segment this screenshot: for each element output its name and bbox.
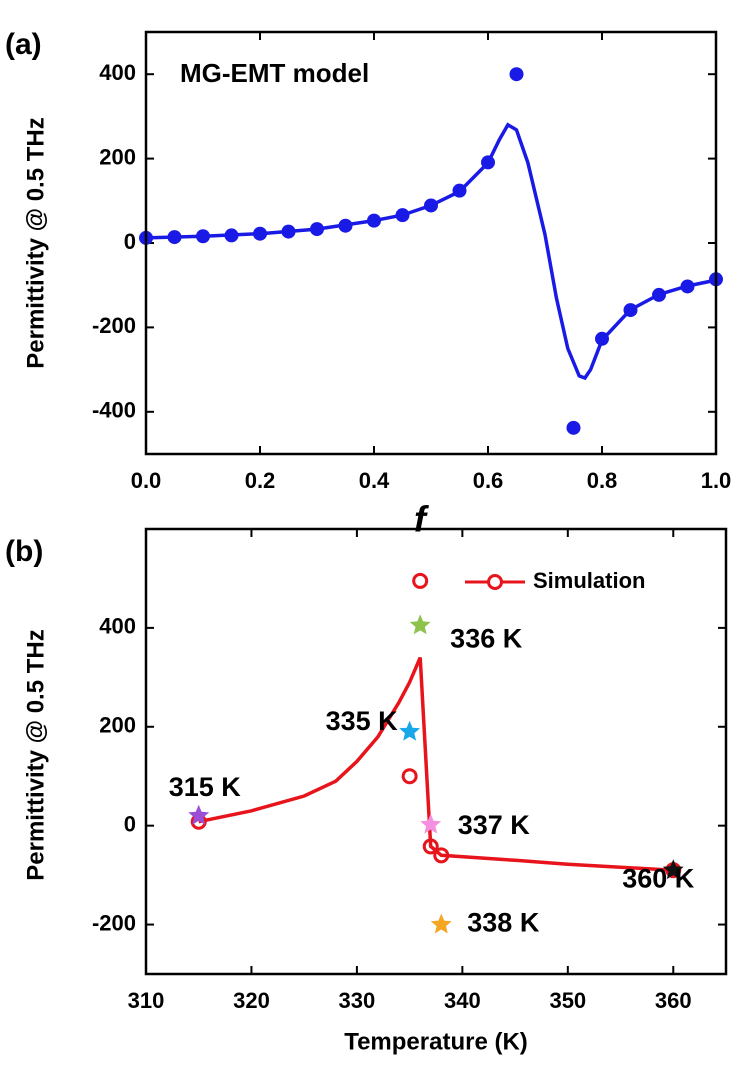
x-tick-label: 310 [128, 988, 165, 1013]
x-tick-label: 330 [339, 988, 376, 1013]
y-tick-label: 0 [124, 229, 136, 254]
star-label: 315 K [169, 772, 242, 802]
x-tick-label: 0.8 [587, 468, 618, 493]
annotation: MG-EMT model [180, 58, 369, 88]
star-point [430, 913, 452, 934]
x-tick-label: 0.4 [359, 468, 390, 493]
y-tick-label: -400 [92, 398, 136, 423]
panel-label: (b) [5, 535, 43, 568]
star-point [662, 859, 684, 880]
panel-label: (a) [5, 28, 42, 61]
curve [145, 122, 717, 381]
x-axis-label: f [414, 499, 429, 540]
x-tick-label: 0.0 [131, 468, 162, 493]
y-tick-label: -200 [92, 910, 136, 935]
y-tick-label: 200 [99, 713, 136, 738]
data-point [412, 572, 429, 589]
y-tick-label: 0 [124, 811, 136, 836]
data-point [401, 768, 418, 785]
x-tick-label: 350 [549, 988, 586, 1013]
star-point [188, 804, 210, 825]
y-tick-label: 400 [99, 614, 136, 639]
legend-label: Simulation [533, 568, 645, 593]
plot-frame [144, 527, 728, 976]
y-tick-label: 400 [99, 60, 136, 85]
star-label: 338 K [467, 908, 540, 938]
x-tick-label: 0.6 [473, 468, 504, 493]
data-point [566, 420, 581, 435]
curve [198, 656, 674, 872]
x-tick-label: 340 [444, 988, 481, 1013]
y-axis-label: Permittivity @ 0.5 THz [22, 629, 49, 880]
star-point [409, 614, 431, 635]
star-label: 336 K [450, 624, 523, 654]
x-tick-label: 320 [233, 988, 270, 1013]
y-axis-label: Permittivity @ 0.5 THz [22, 117, 49, 368]
star-point [399, 720, 421, 741]
x-tick-label: 1.0 [701, 468, 732, 493]
legend-marker [487, 574, 503, 590]
star-label: 335 K [326, 706, 399, 736]
data-point [509, 67, 524, 82]
x-axis-label: Temperature (K) [344, 1028, 528, 1055]
y-tick-label: 200 [99, 144, 136, 169]
star-label: 360 K [622, 863, 695, 893]
x-tick-label: 0.2 [245, 468, 276, 493]
plot-frame [144, 30, 718, 456]
star-point [420, 813, 442, 834]
star-label: 337 K [458, 810, 531, 840]
y-tick-label: -200 [92, 313, 136, 338]
x-tick-label: 360 [655, 988, 692, 1013]
